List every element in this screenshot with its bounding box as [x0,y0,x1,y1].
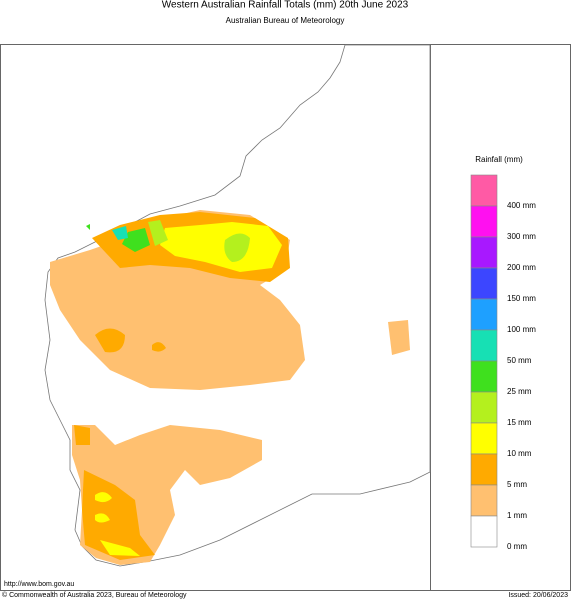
footer-url: http://www.bom.gov.au [4,581,74,588]
rain-5mm [86,224,90,230]
legend-swatch [470,484,498,517]
legend-label: 1 mm [507,511,527,520]
rain-10mm [95,492,140,556]
legend-label: 25 mm [507,387,532,396]
legend-swatch [470,422,498,455]
legend-label: 150 mm [507,294,536,303]
rain-15mm [148,220,250,262]
legend-swatch [470,329,498,362]
rain-5mm [95,328,125,353]
legend-swatch [470,360,498,393]
legend-swatch [470,205,498,238]
legend-swatch [470,515,498,548]
legend-label: 5 mm [507,480,527,489]
title: Western Australian Rainfall Totals (mm) … [162,0,409,11]
rain-1mm [388,320,410,355]
legend-label: 200 mm [507,263,536,272]
legend-label: 0 mm [507,542,527,551]
legend-label: 400 mm [507,201,536,210]
legend-label: 300 mm [507,232,536,241]
legend-title: Rainfall (mm) [475,155,523,164]
legend-swatch [470,391,498,424]
rain-50mm [112,226,128,240]
legend: 400 mm 300 mm 200 mm 150 mm 100 mm 50 mm 25 mm… [470,174,536,551]
legend-swatch [470,236,498,269]
legend-swatch [470,298,498,331]
rain-5mm [74,425,155,560]
rain-10mm [160,222,282,272]
legend-label: 10 mm [507,449,532,458]
map [44,44,431,567]
legend-swatch [470,453,498,486]
footer-issued: Issued: 20/06/2023 [508,592,568,599]
legend-swatch [470,174,498,207]
rain-5mm [152,342,166,352]
legend-label: 50 mm [507,356,532,365]
footer-copyright: © Commonwealth of Australia 2023, Bureau… [2,591,187,599]
legend-swatch [470,267,498,300]
legend-label: 15 mm [507,418,532,427]
rain-25mm [122,228,150,252]
subtitle: Australian Bureau of Meteorology [226,16,345,25]
legend-label: 100 mm [507,325,536,334]
